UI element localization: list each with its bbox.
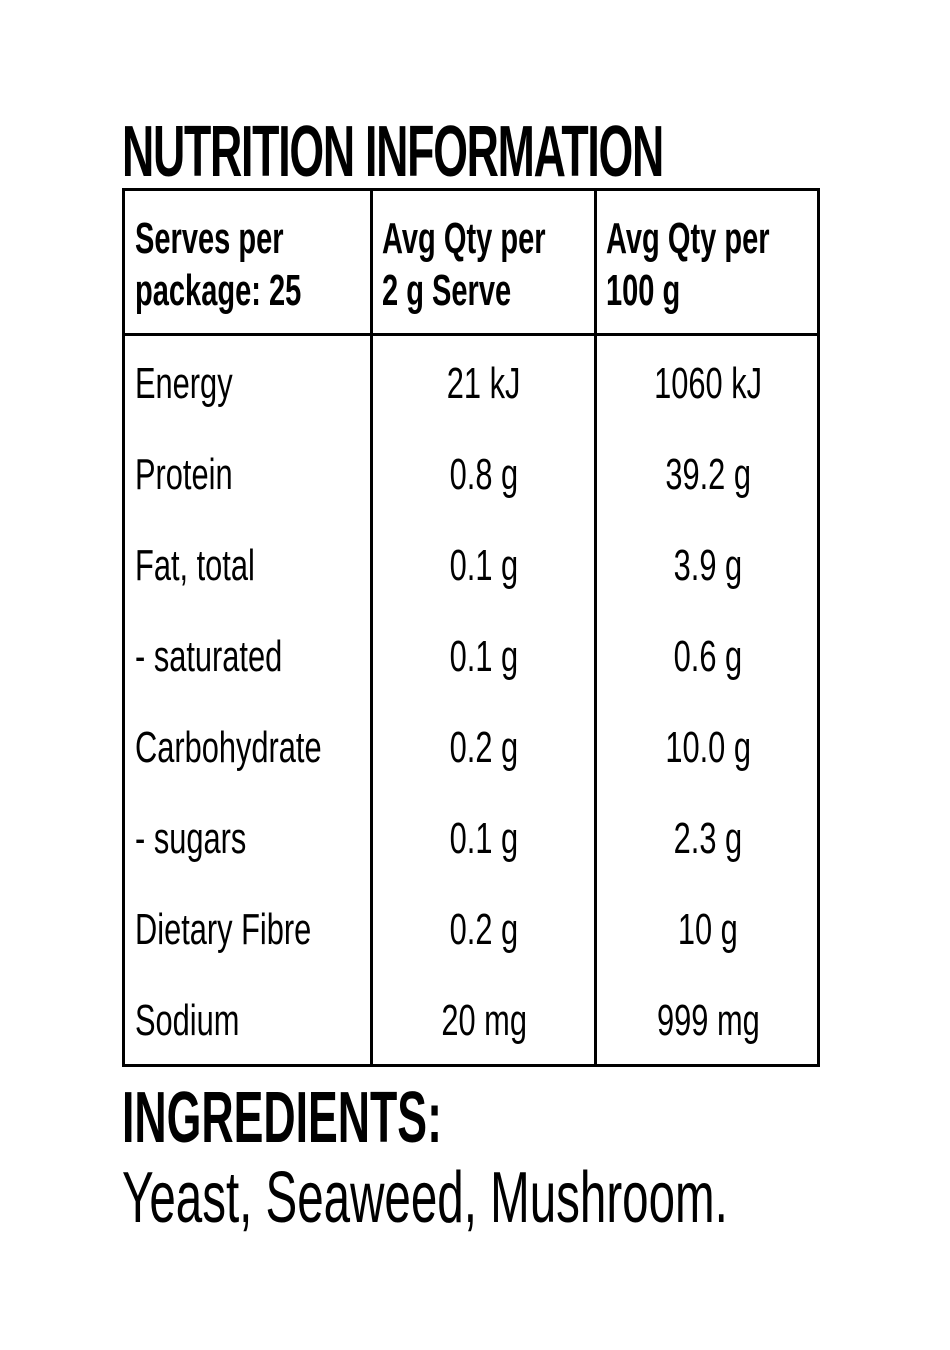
per-serve-value: 0.1 g xyxy=(449,814,519,863)
table-row: Fat, total 0.1 g 3.9 g xyxy=(125,536,817,627)
table-row: Protein 0.8 g 39.2 g xyxy=(125,445,817,536)
header-serves-per-package: Serves per package: 25 xyxy=(135,214,302,315)
header-per-serve: Avg Qty per 2 g Serve xyxy=(382,214,546,315)
nutrient-name: - saturated xyxy=(135,632,283,681)
nutrient-name: Dietary Fibre xyxy=(135,905,312,954)
per-serve-value: 0.1 g xyxy=(449,541,519,590)
header-divider xyxy=(125,333,817,336)
per-100g-value: 10 g xyxy=(678,905,738,954)
table-row: Dietary Fibre 0.2 g 10 g xyxy=(125,900,817,991)
nutrition-table: Serves per package: 25 Avg Qty per 2 g S… xyxy=(122,188,820,1067)
per-serve-value: 21 kJ xyxy=(447,359,521,408)
table-row: - sugars 0.1 g 2.3 g xyxy=(125,809,817,900)
table-row: Energy 21 kJ 1060 kJ xyxy=(125,354,817,445)
nutrient-name: Carbohydrate xyxy=(135,723,322,772)
nutrition-title: NUTRITION INFORMATION xyxy=(122,112,664,192)
header-per-100g: Avg Qty per 100 g xyxy=(606,214,770,315)
per-100g-value: 1060 kJ xyxy=(654,359,762,408)
per-100g-value: 0.6 g xyxy=(673,632,743,681)
per-serve-value: 20 mg xyxy=(441,996,527,1045)
ingredients-title: INGREDIENTS: xyxy=(122,1078,442,1158)
nutrient-name: Fat, total xyxy=(135,541,255,590)
per-serve-value: 0.1 g xyxy=(449,632,519,681)
column-divider xyxy=(594,191,597,1064)
nutrient-name: Protein xyxy=(135,450,233,499)
nutrient-name: Energy xyxy=(135,359,233,408)
per-serve-value: 0.8 g xyxy=(449,450,519,499)
table-row: Sodium 20 mg 999 mg xyxy=(125,991,817,1082)
nutrient-name: Sodium xyxy=(135,996,240,1045)
table-row: - saturated 0.1 g 0.6 g xyxy=(125,627,817,718)
per-serve-value: 0.2 g xyxy=(449,723,519,772)
per-100g-value: 10.0 g xyxy=(665,723,751,772)
per-100g-value: 999 mg xyxy=(656,996,760,1045)
ingredients-list: Yeast, Seaweed, Mushroom. xyxy=(122,1158,728,1238)
per-100g-value: 3.9 g xyxy=(673,541,743,590)
per-serve-value: 0.2 g xyxy=(449,905,519,954)
per-100g-value: 2.3 g xyxy=(673,814,743,863)
table-row: Carbohydrate 0.2 g 10.0 g xyxy=(125,718,817,809)
column-divider xyxy=(370,191,373,1064)
nutrient-name: - sugars xyxy=(135,814,247,863)
per-100g-value: 39.2 g xyxy=(665,450,751,499)
